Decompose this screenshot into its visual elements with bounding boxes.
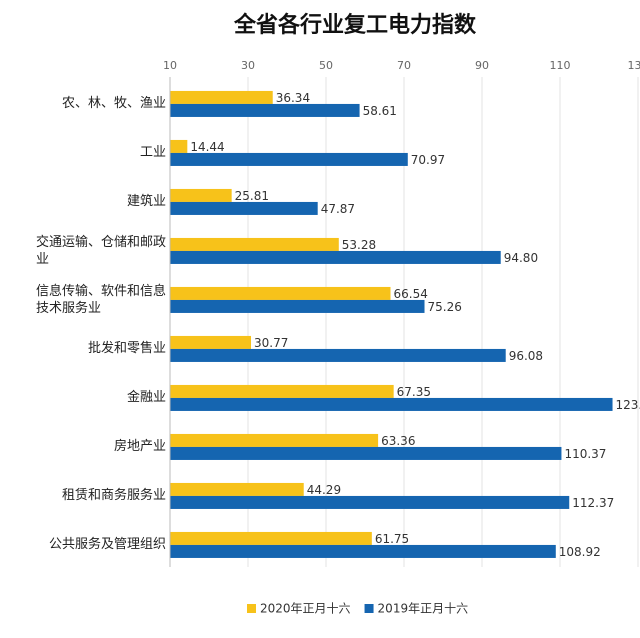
legend-swatch bbox=[364, 604, 374, 613]
bar bbox=[170, 384, 394, 398]
bar bbox=[170, 103, 360, 117]
data-label: 94.80 bbox=[504, 251, 538, 265]
data-label: 66.54 bbox=[394, 287, 428, 301]
x-tick-label: 50 bbox=[319, 59, 333, 72]
x-tick-label: 70 bbox=[397, 59, 411, 72]
category-text: 房地产业 bbox=[113, 439, 166, 455]
data-label: 47.87 bbox=[321, 202, 355, 216]
category-text: 金融业 bbox=[126, 390, 166, 406]
x-tick-label: 10 bbox=[163, 59, 177, 72]
category-text: 建筑业 bbox=[126, 194, 166, 210]
category-label: 交通运输、仓储和邮政业 bbox=[16, 234, 166, 268]
bar bbox=[170, 201, 318, 215]
bar bbox=[170, 250, 501, 264]
data-label: 36.34 bbox=[276, 91, 310, 105]
category-label: 批发和零售业 bbox=[16, 340, 166, 357]
chart-title: 全省各行业复工电力指数 bbox=[233, 12, 477, 38]
bar bbox=[170, 544, 556, 558]
data-label: 30.77 bbox=[254, 336, 288, 350]
bar bbox=[170, 397, 613, 411]
category-text: 批发和零售业 bbox=[87, 341, 166, 357]
data-label: 108.92 bbox=[559, 545, 601, 559]
data-label: 58.61 bbox=[363, 104, 397, 118]
category-label: 租赁和商务服务业 bbox=[16, 487, 166, 504]
bar bbox=[170, 348, 506, 362]
category-label: 公共服务及管理组织 bbox=[16, 536, 166, 553]
x-tick-label: 130 bbox=[628, 59, 640, 72]
legend-swatch bbox=[247, 604, 256, 613]
legend-label: 2020年正月十六 bbox=[260, 602, 351, 616]
category-label: 工业 bbox=[16, 144, 166, 161]
category-text: 交通运输、仓储和邮政业 bbox=[36, 234, 167, 267]
category-label: 建筑业 bbox=[16, 193, 166, 210]
bar bbox=[170, 237, 339, 251]
category-text: 工业 bbox=[139, 145, 166, 161]
data-label: 70.97 bbox=[411, 153, 445, 167]
data-label: 112.37 bbox=[572, 496, 614, 510]
category-label: 房地产业 bbox=[16, 438, 166, 455]
bar bbox=[170, 446, 562, 460]
data-label: 61.75 bbox=[375, 532, 409, 546]
bar bbox=[170, 90, 273, 104]
category-label: 金融业 bbox=[16, 389, 166, 406]
data-label: 14.44 bbox=[190, 140, 224, 154]
category-text: 信息传输、软件和信息技术服务业 bbox=[36, 283, 167, 316]
category-text: 租赁和商务服务业 bbox=[61, 488, 166, 504]
x-tick-label: 30 bbox=[241, 59, 255, 72]
category-label: 信息传输、软件和信息技术服务业 bbox=[16, 283, 166, 317]
x-tick-label: 110 bbox=[550, 59, 571, 72]
data-label: 110.37 bbox=[564, 447, 606, 461]
data-label: 67.35 bbox=[397, 385, 431, 399]
data-label: 53.28 bbox=[342, 238, 376, 252]
bar bbox=[170, 286, 391, 300]
bar bbox=[170, 139, 188, 153]
bar bbox=[170, 482, 304, 496]
bar bbox=[170, 531, 372, 545]
x-tick-label: 90 bbox=[475, 59, 489, 72]
bar bbox=[170, 335, 252, 349]
bar bbox=[170, 188, 232, 202]
category-text: 农、林、牧、渔业 bbox=[61, 96, 166, 112]
category-text: 公共服务及管理组织 bbox=[48, 537, 166, 553]
data-label: 63.36 bbox=[381, 434, 415, 448]
data-label: 96.08 bbox=[509, 349, 543, 363]
bar bbox=[170, 152, 408, 166]
data-label: 123.47 bbox=[616, 398, 640, 412]
bar bbox=[170, 433, 379, 447]
category-label: 农、林、牧、渔业 bbox=[16, 95, 166, 112]
legend-label: 2019年正月十六 bbox=[378, 602, 469, 616]
data-label: 25.81 bbox=[235, 189, 269, 203]
bar bbox=[170, 299, 425, 313]
data-label: 75.26 bbox=[428, 300, 462, 314]
data-label: 44.29 bbox=[307, 483, 341, 497]
bar bbox=[170, 495, 570, 509]
